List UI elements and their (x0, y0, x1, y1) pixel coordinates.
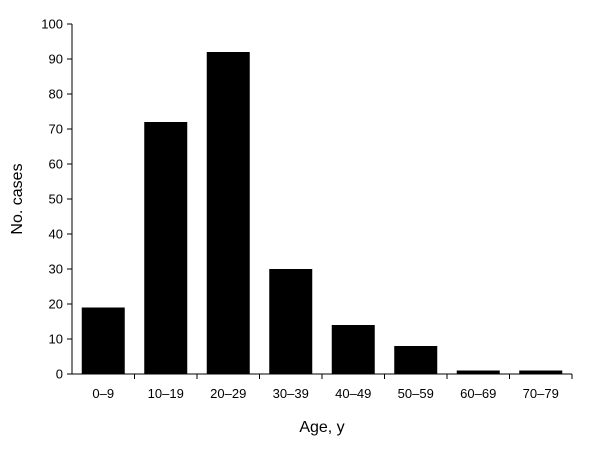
x-tick-label: 60–69 (460, 386, 496, 401)
y-tick-label: 70 (49, 122, 63, 137)
x-axis-title: Age, y (299, 419, 344, 436)
x-tick-label: 40–49 (335, 386, 371, 401)
y-tick-label: 30 (49, 262, 63, 277)
y-axis-title: No. cases (9, 163, 26, 234)
x-tick-label: 70–79 (523, 386, 559, 401)
y-tick-label: 40 (49, 227, 63, 242)
x-tick-label: 50–59 (398, 386, 434, 401)
y-tick-label: 90 (49, 52, 63, 67)
y-tick-label: 0 (56, 367, 63, 382)
bar (206, 52, 250, 374)
y-tick-label: 20 (49, 297, 63, 312)
bar (394, 346, 438, 374)
x-tick-label: 20–29 (210, 386, 246, 401)
bar (144, 122, 188, 374)
bar (519, 370, 563, 374)
bar (269, 269, 313, 374)
x-tick-label: 30–39 (273, 386, 309, 401)
bar (331, 325, 375, 374)
y-tick-label: 50 (49, 192, 63, 207)
x-axis: 0–9 10–19 20–29 30–39 40–49 50–59 60–69 70–79 (92, 374, 573, 401)
y-tick-label: 100 (41, 17, 63, 32)
y-tick-label: 80 (49, 87, 63, 102)
bars (81, 52, 563, 374)
y-tick-label: 10 (49, 332, 63, 347)
x-tick-label: 10–19 (148, 386, 184, 401)
y-tick-label: 60 (49, 157, 63, 172)
bar (81, 307, 125, 374)
y-axis: 0 10 20 30 40 50 60 70 80 90 100 (41, 17, 72, 382)
x-tick-label: 0–9 (92, 386, 114, 401)
bar (456, 370, 500, 374)
